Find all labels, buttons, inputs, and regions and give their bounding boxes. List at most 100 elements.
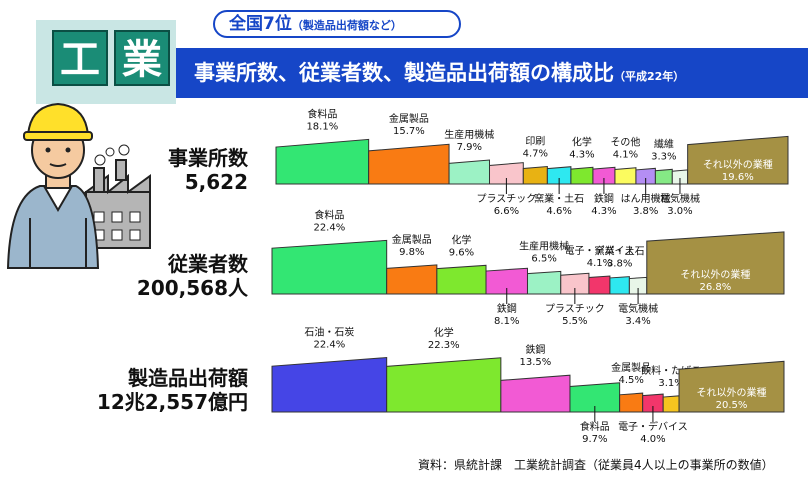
segment-label: それ以外の業種 xyxy=(697,386,767,399)
segment-label: 窯業・土石 xyxy=(534,192,584,205)
tile-gyo: 業 xyxy=(114,30,170,86)
bar-segment xyxy=(386,264,438,295)
bar-segment xyxy=(368,143,450,185)
bar-segment xyxy=(271,239,388,295)
segment-value: 19.6% xyxy=(722,172,754,183)
row-label-shipments: 製造品出荷額 12兆2,557億円 xyxy=(97,366,248,414)
segment-value: 4.0% xyxy=(640,434,665,445)
row-label-employees: 従業者数 200,568人 xyxy=(137,252,248,300)
segment-value: 3.1% xyxy=(658,378,683,389)
segment-label: 繊維 xyxy=(654,137,674,150)
rank-box: 全国7位（製造品出荷額など） xyxy=(213,10,461,38)
segment-label: 金属製品 xyxy=(392,233,432,246)
segment-value: 3.4% xyxy=(625,316,650,327)
segment-label: プラスチック xyxy=(545,303,605,315)
bar-segment xyxy=(485,267,528,295)
row-title-establishments: 事業所数 xyxy=(168,146,248,170)
bar-segment xyxy=(592,166,616,185)
segment-label: 化学 xyxy=(451,233,471,246)
source-note: 資料：県統計課 工業統計調査（従業員4人以上の事業所の数値） xyxy=(418,458,774,472)
segment-label: 窯業・土石 xyxy=(595,245,645,258)
bar-segment xyxy=(678,360,785,413)
bar-segment xyxy=(489,162,524,185)
segment-value: 6.6% xyxy=(494,206,519,217)
row-total-shipments: 12兆2,557億円 xyxy=(96,390,248,414)
segment-label: 鉄鋼 xyxy=(594,192,614,205)
segment-label: 電気機械 xyxy=(618,302,658,315)
bar-segment xyxy=(619,392,644,413)
bar-segment xyxy=(662,395,680,413)
segment-value: 4.6% xyxy=(546,206,571,217)
segment-value: 7.9% xyxy=(457,142,482,153)
bar-segment xyxy=(635,167,656,185)
page-title: 事業所数、従業者数、製造品出荷額の構成比（平成22年） xyxy=(176,48,808,98)
row-total-establishments: 5,622 xyxy=(184,170,248,194)
segment-label: 生産用機械 xyxy=(444,128,494,141)
rank-note: （製造品出荷額など） xyxy=(291,19,402,32)
segment-value: 5.5% xyxy=(562,316,587,327)
bar-segment xyxy=(386,357,502,413)
bar-segment xyxy=(609,276,630,295)
tile-ko: 工 xyxy=(52,30,108,86)
segment-value: 18.1% xyxy=(306,121,338,132)
segment-value: 6.5% xyxy=(531,253,556,264)
segment-label: 化学 xyxy=(434,326,454,339)
title-text: 事業所数、従業者数、製造品出荷額の構成比 xyxy=(194,61,614,85)
bar-segment xyxy=(271,357,388,413)
bar-segment xyxy=(588,275,611,295)
segment-label: 鉄鋼 xyxy=(497,302,517,315)
bar-segment xyxy=(275,138,370,185)
row-label-establishments: 事業所数 5,622 xyxy=(168,146,248,194)
segment-value: 4.3% xyxy=(569,149,594,160)
segment-label: 電気機械 xyxy=(660,192,700,205)
segment-value: 4.5% xyxy=(618,375,643,386)
segment-value: 22.3% xyxy=(428,340,460,351)
segment-label: 電子・デバイス xyxy=(565,244,635,257)
segment-value: 4.3% xyxy=(591,206,616,217)
segment-value: 9.8% xyxy=(399,247,424,258)
segment-label: その他 xyxy=(610,136,640,149)
segment-value: 22.4% xyxy=(313,222,345,233)
segment-value: 8.1% xyxy=(494,316,519,327)
segment-value: 3.0% xyxy=(667,206,692,217)
segment-label: 化学 xyxy=(572,135,592,148)
segment-value: 3.8% xyxy=(607,259,632,270)
bar-segment xyxy=(614,167,637,185)
segment-label: 電子・デバイス xyxy=(618,420,688,433)
segment-label: 印刷 xyxy=(525,135,545,147)
bar-segment xyxy=(436,264,487,295)
segment-label: プラスチック xyxy=(476,193,536,205)
bar-segment xyxy=(570,166,594,185)
segment-label: 食料品 xyxy=(314,208,344,221)
segment-value: 26.8% xyxy=(700,282,732,293)
row-total-employees: 200,568人 xyxy=(136,276,248,300)
bar-segment xyxy=(546,166,572,185)
segment-label: それ以外の業種 xyxy=(680,268,750,281)
bar-segment xyxy=(448,159,491,185)
bar-segment xyxy=(560,272,590,295)
segment-value: 4.7% xyxy=(523,148,548,159)
segment-label: 食料品 xyxy=(307,107,337,120)
row-title-shipments: 製造品出荷額 xyxy=(128,366,248,390)
segment-label: 金属製品 xyxy=(611,361,651,374)
segment-value: 22.4% xyxy=(313,340,345,351)
segment-label: 鉄鋼 xyxy=(525,343,545,356)
bar-segment xyxy=(522,165,548,185)
segment-label: 食料品 xyxy=(580,420,610,433)
segment-value: 4.1% xyxy=(587,258,612,269)
segment-value: 13.5% xyxy=(520,357,552,368)
segment-label: 金属製品 xyxy=(389,112,429,125)
segment-value: 3.3% xyxy=(651,151,676,162)
segment-value: 4.1% xyxy=(613,150,638,161)
bar-segment xyxy=(569,382,621,413)
segment-label: はん用機械 xyxy=(621,192,671,205)
segment-label: 石油・石炭 xyxy=(304,326,354,339)
bar-segment xyxy=(654,168,673,185)
segment-value: 20.5% xyxy=(716,400,748,411)
bar-segment xyxy=(687,135,789,185)
segment-value: 9.6% xyxy=(449,247,474,258)
segment-label: それ以外の業種 xyxy=(703,158,773,171)
segment-value: 9.7% xyxy=(582,434,607,445)
bar-segment xyxy=(500,374,571,413)
